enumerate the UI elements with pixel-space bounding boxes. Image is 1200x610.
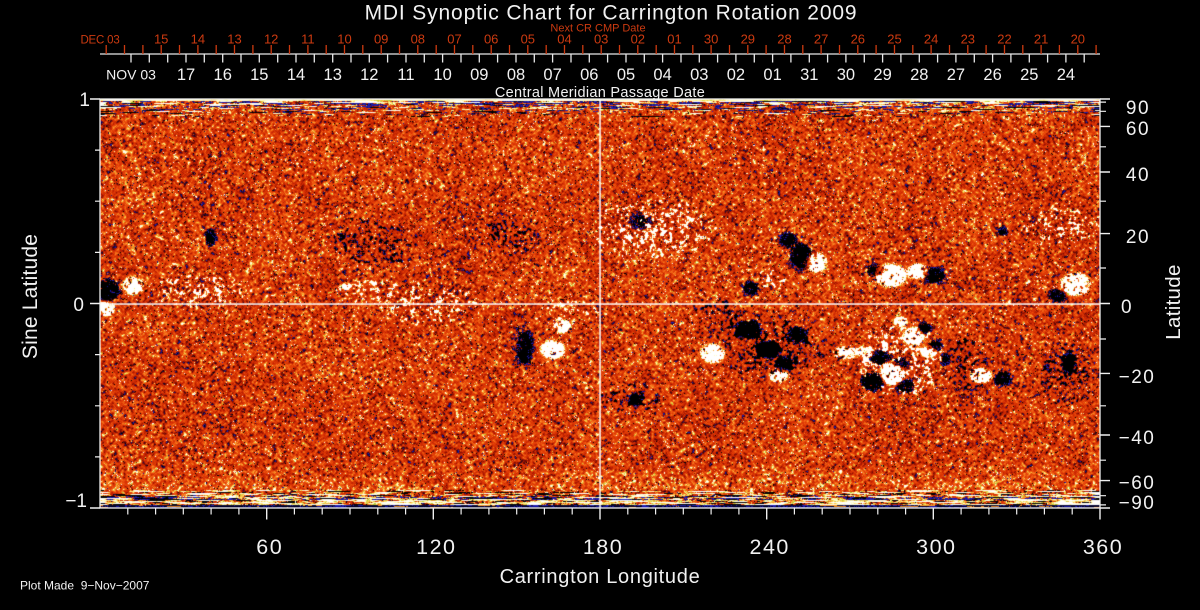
svg-text:1: 1 <box>79 90 90 111</box>
svg-text:01: 01 <box>667 32 681 47</box>
svg-text:20: 20 <box>1071 32 1085 47</box>
svg-text:−40: −40 <box>1119 428 1156 449</box>
svg-text:Next CR CMP Date: Next CR CMP Date <box>550 23 645 35</box>
svg-text:−20: −20 <box>1119 367 1156 388</box>
svg-text:25: 25 <box>887 32 901 47</box>
svg-text:26: 26 <box>983 66 1001 84</box>
svg-text:05: 05 <box>521 32 535 47</box>
svg-text:13: 13 <box>324 66 342 84</box>
svg-text:15: 15 <box>154 32 168 47</box>
svg-text:05: 05 <box>617 66 635 84</box>
svg-text:MDI Synoptic Chart for Carring: MDI Synoptic Chart for Carrington Rotati… <box>365 2 858 25</box>
svg-text:02: 02 <box>631 32 645 47</box>
svg-text:03: 03 <box>690 66 708 84</box>
svg-text:06: 06 <box>580 66 598 84</box>
svg-text:04: 04 <box>557 32 571 47</box>
svg-text:60: 60 <box>1126 119 1150 140</box>
svg-text:14: 14 <box>287 66 305 84</box>
svg-text:27: 27 <box>947 66 965 84</box>
svg-text:26: 26 <box>851 32 865 47</box>
svg-text:03: 03 <box>594 32 608 47</box>
svg-text:24: 24 <box>1057 66 1075 84</box>
svg-text:27: 27 <box>814 32 828 47</box>
svg-text:02: 02 <box>727 66 745 84</box>
svg-text:21: 21 <box>1034 32 1048 47</box>
svg-text:11: 11 <box>397 66 414 84</box>
svg-text:DEC 03: DEC 03 <box>80 35 119 47</box>
svg-text:0: 0 <box>73 295 84 316</box>
svg-text:−60: −60 <box>1119 473 1156 494</box>
svg-text:08: 08 <box>411 32 425 47</box>
svg-text:22: 22 <box>997 32 1011 47</box>
svg-text:17: 17 <box>177 66 195 84</box>
svg-text:28: 28 <box>910 66 928 84</box>
svg-text:Carrington Longitude: Carrington Longitude <box>500 566 701 588</box>
svg-text:NOV 03: NOV 03 <box>106 67 156 83</box>
svg-text:09: 09 <box>374 32 388 47</box>
svg-text:180: 180 <box>583 535 623 559</box>
svg-text:08: 08 <box>507 66 525 84</box>
svg-text:90: 90 <box>1126 98 1150 119</box>
svg-text:12: 12 <box>360 66 378 84</box>
svg-text:−90: −90 <box>1119 493 1156 514</box>
svg-text:24: 24 <box>924 32 938 47</box>
svg-text:−1: −1 <box>65 491 87 512</box>
svg-text:06: 06 <box>484 32 498 47</box>
svg-text:30: 30 <box>837 66 855 84</box>
svg-text:31: 31 <box>800 66 818 84</box>
svg-text:10: 10 <box>433 66 451 84</box>
svg-text:04: 04 <box>653 66 671 84</box>
svg-text:120: 120 <box>416 535 456 559</box>
svg-text:12: 12 <box>264 32 278 47</box>
svg-text:29: 29 <box>741 32 755 47</box>
svg-text:Latitude: Latitude <box>1162 264 1185 339</box>
svg-text:29: 29 <box>873 66 891 84</box>
svg-text:Plot Made 9−Nov−2007: Plot Made 9−Nov−2007 <box>20 579 150 593</box>
svg-text:09: 09 <box>470 66 488 84</box>
svg-text:01: 01 <box>763 66 781 84</box>
svg-text:16: 16 <box>214 66 232 84</box>
svg-text:07: 07 <box>447 32 461 47</box>
svg-text:11: 11 <box>301 32 315 47</box>
svg-text:07: 07 <box>543 66 561 84</box>
svg-text:10: 10 <box>337 32 351 47</box>
svg-text:0: 0 <box>1121 297 1133 318</box>
svg-text:Central Meridian Passage Date: Central Meridian Passage Date <box>495 85 705 101</box>
svg-text:15: 15 <box>250 66 268 84</box>
svg-text:13: 13 <box>227 32 241 47</box>
svg-text:40: 40 <box>1126 165 1150 186</box>
svg-text:240: 240 <box>750 535 790 559</box>
svg-text:360: 360 <box>1083 535 1123 559</box>
svg-text:23: 23 <box>961 32 975 47</box>
svg-text:300: 300 <box>916 535 956 559</box>
svg-text:25: 25 <box>1020 66 1038 84</box>
svg-text:14: 14 <box>191 32 205 47</box>
svg-text:20: 20 <box>1126 227 1150 248</box>
svg-text:60: 60 <box>256 535 283 559</box>
svg-text:Sine Latitude: Sine Latitude <box>19 234 42 359</box>
svg-text:28: 28 <box>777 32 791 47</box>
svg-text:30: 30 <box>704 32 718 47</box>
